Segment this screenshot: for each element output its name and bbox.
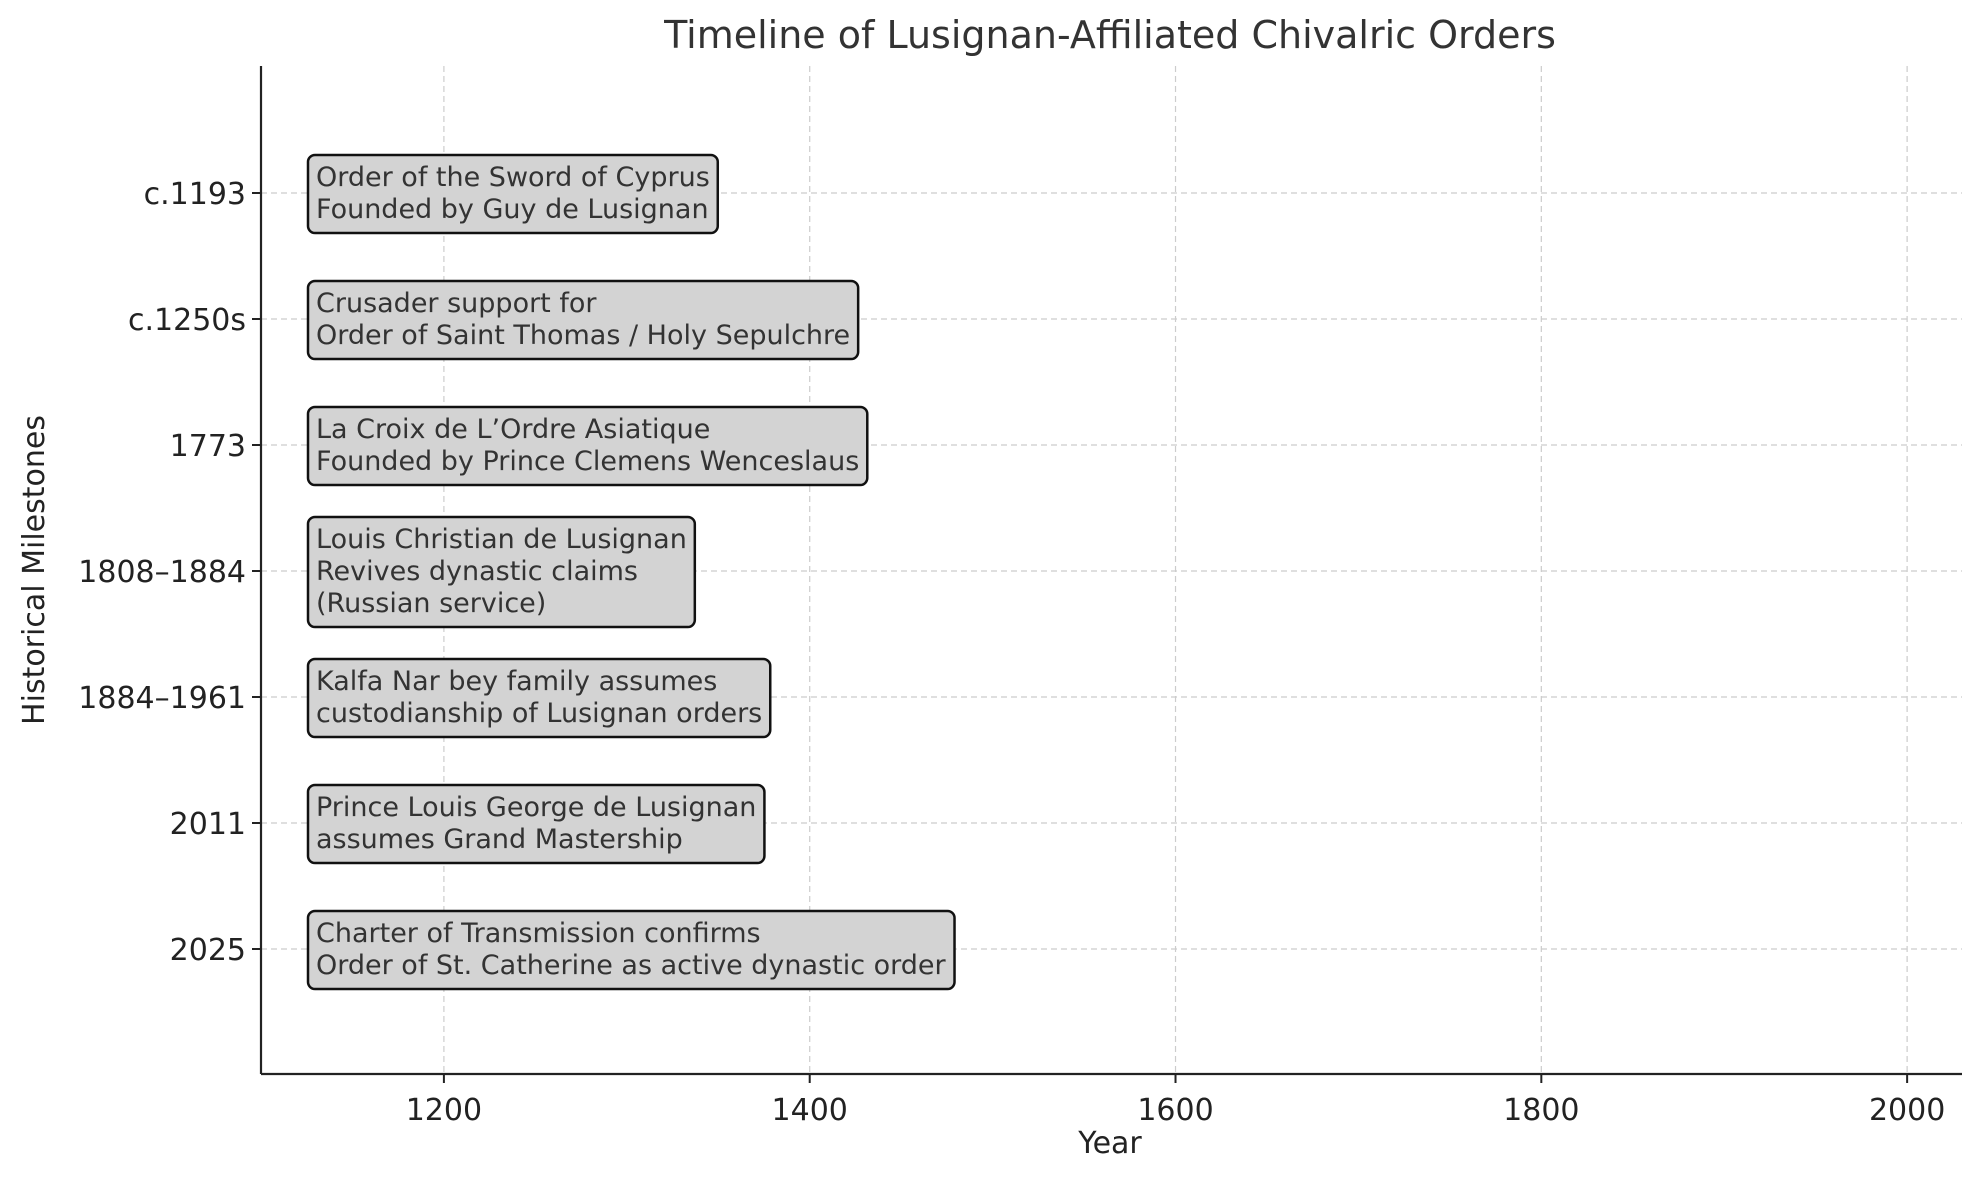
annotation-box <box>306 405 869 487</box>
annotation-line: Prince Louis George de Lusignan <box>316 792 756 823</box>
annotation-line: Founded by Prince Clemens Wenceslaus <box>316 446 859 477</box>
chart-title: Timeline of Lusignan-Affiliated Chivalri… <box>663 13 1556 57</box>
event-annotation: Louis Christian de Lusignan Revives dynas… <box>306 515 697 629</box>
event-annotation: La Croix de L’Ordre Asiatique Founded by … <box>306 405 869 487</box>
y-axis-label: Historical Milestones <box>17 415 52 725</box>
annotation-text: Order of the Sword of Cyprus Founded by G… <box>316 162 710 225</box>
annotation-box <box>306 657 772 739</box>
annotation-box <box>306 909 956 991</box>
annotation-text: Crusader support for Order of Saint Thoma… <box>316 288 850 351</box>
y-tick-label: 1808–1884 <box>78 555 246 590</box>
x-axis-ticks: 1200 1400 1600 1800 2000 <box>406 1074 1945 1128</box>
y-tick-label: 1884–1961 <box>78 681 246 716</box>
annotation-line: Crusader support for <box>316 288 597 319</box>
annotation-line: custodianship of Lusignan orders <box>316 698 762 729</box>
event-annotation: Order of the Sword of Cyprus Founded by G… <box>306 153 720 235</box>
x-tick-label: 1600 <box>1137 1093 1213 1128</box>
annotation-box <box>306 153 720 235</box>
annotation-box <box>306 279 860 361</box>
annotation-line: La Croix de L’Ordre Asiatique <box>316 414 710 445</box>
annotation-text: Louis Christian de Lusignan Revives dynas… <box>316 524 687 619</box>
y-tick-label: 2011 <box>170 807 246 842</box>
annotation-text: Prince Louis George de Lusignan assumes G… <box>316 792 756 855</box>
annotation-line: Revives dynastic claims <box>316 556 638 587</box>
annotation-line: (Russian service) <box>316 588 546 619</box>
y-axis-ticks: c.1193 c.1250s 1773 1808–1884 1884–1961 2011 2… <box>78 177 261 968</box>
y-tick-label: c.1193 <box>144 177 246 212</box>
x-axis-label: Year <box>1077 1126 1142 1161</box>
x-tick-label: 1200 <box>406 1093 482 1128</box>
annotation-line: Order of St. Catherine as active dynasti… <box>316 950 947 981</box>
event-boxes: Order of the Sword of Cyprus Founded by G… <box>306 153 956 991</box>
annotation-line: Order of Saint Thomas / Holy Sepulchre <box>316 320 850 351</box>
x-tick-label: 1400 <box>772 1093 848 1128</box>
annotation-line: Founded by Guy de Lusignan <box>316 194 709 225</box>
y-tick-label: 1773 <box>170 429 246 464</box>
annotation-line: Louis Christian de Lusignan <box>316 524 687 555</box>
y-tick-label: 2025 <box>170 933 246 968</box>
event-annotation: Prince Louis George de Lusignan assumes G… <box>306 783 766 865</box>
annotation-box <box>306 515 697 629</box>
x-tick-label: 1800 <box>1503 1093 1579 1128</box>
annotation-text: Kalfa Nar bey family assumes custodianshi… <box>316 666 762 729</box>
annotation-line: Order of the Sword of Cyprus <box>316 162 710 193</box>
y-tick-label: c.1250s <box>128 303 246 338</box>
annotation-line: assumes Grand Mastership <box>316 824 683 855</box>
event-annotation: Charter of Transmission confirms Order of… <box>306 909 956 991</box>
x-tick-label: 2000 <box>1869 1093 1945 1128</box>
event-annotation: Crusader support for Order of Saint Thoma… <box>306 279 860 361</box>
annotation-text: La Croix de L’Ordre Asiatique Founded by … <box>316 414 859 477</box>
event-annotation: Kalfa Nar bey family assumes custodianshi… <box>306 657 772 739</box>
annotation-line: Charter of Transmission confirms <box>316 918 761 949</box>
annotation-box <box>306 783 766 865</box>
annotation-line: Kalfa Nar bey family assumes <box>316 666 717 697</box>
annotation-text: Charter of Transmission confirms Order of… <box>316 918 947 981</box>
